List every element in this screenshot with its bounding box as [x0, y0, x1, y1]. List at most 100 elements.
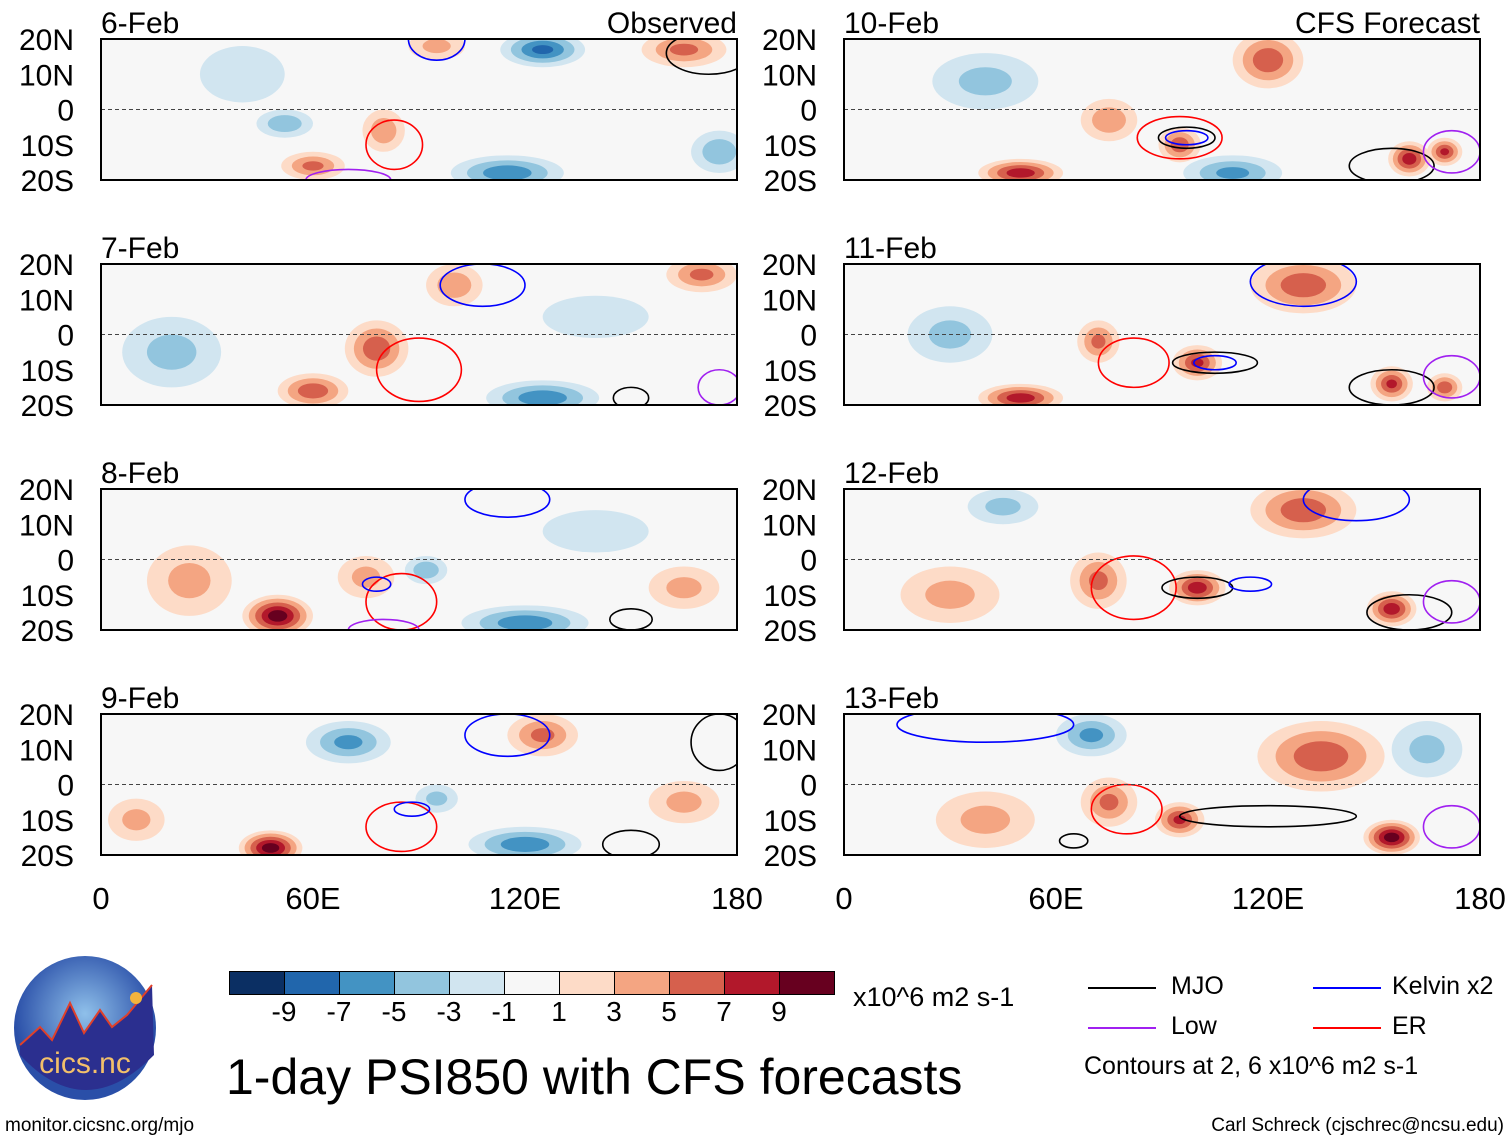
panel-frame: [843, 263, 1481, 406]
lat-tick-label: 20N: [19, 24, 74, 57]
contour-kelvin: [464, 714, 551, 758]
psi-anomaly-blob: [168, 563, 211, 599]
psi-anomaly-blob: [1092, 107, 1126, 133]
lat-tick-label: 0: [57, 95, 74, 128]
colorbar-swatch: [670, 972, 725, 994]
psi-anomaly-blob: [334, 735, 363, 750]
lat-tick-label: 20S: [21, 390, 74, 423]
footer-url[interactable]: monitor.cicsnc.org/mjo: [5, 1115, 195, 1136]
lat-tick-label: 0: [800, 545, 817, 578]
legend-line-mjo: [1088, 987, 1156, 989]
lat-tick-label: 0: [800, 320, 817, 353]
figure-title: 1-day PSI850 with CFS forecasts: [226, 1049, 963, 1105]
psi-anomaly-blob: [267, 115, 302, 133]
panel-frame: [100, 38, 738, 181]
colorbar-tick-label: 9: [771, 996, 787, 1027]
psi-anomaly-blob: [1437, 381, 1453, 394]
colorbar-tick-label: -5: [381, 996, 407, 1027]
psi-anomaly-blob: [497, 615, 553, 630]
colorbar-swatch: [230, 972, 285, 994]
colorbar-tick-label: 7: [716, 996, 732, 1027]
colorbar: [229, 971, 835, 995]
lat-tick-label: 0: [800, 770, 817, 803]
lat-tick-label: 10S: [764, 580, 817, 613]
psi-anomaly-blob: [1006, 168, 1035, 178]
column-title: Observed: [607, 7, 737, 40]
contour-kelvin: [407, 39, 466, 61]
psi-anomaly-blob: [1383, 602, 1400, 615]
lat-tick-label: 10S: [764, 355, 817, 388]
contour-kelvin: [896, 714, 1075, 743]
contour-er: [1136, 115, 1223, 160]
psi-anomaly-blob: [413, 561, 439, 579]
psi-anomaly-blob: [1409, 735, 1445, 764]
lat-tick-label: 20S: [21, 615, 74, 648]
psi-anomaly-blob: [542, 510, 649, 553]
panel-date: 9-Feb: [101, 682, 179, 715]
contour-kelvin: [1302, 489, 1411, 522]
colorbar-tick-label: 1: [551, 996, 567, 1027]
psi-anomaly-blob: [500, 836, 550, 852]
lon-tick-label: 60E: [285, 881, 340, 916]
contour-kelvin: [439, 264, 526, 308]
colorbar-tick-label: 3: [606, 996, 622, 1027]
lat-tick-label: 0: [57, 545, 74, 578]
lat-tick-label: 20S: [764, 165, 817, 198]
lat-tick-label: 20N: [19, 474, 74, 507]
lat-tick-label: 20N: [762, 474, 817, 507]
legend-line-kelvin: [1313, 987, 1381, 989]
lon-tick-label: 0: [835, 881, 852, 916]
legend-kelvin: Kelvin x2: [1392, 972, 1494, 1000]
panel-date: 12-Feb: [844, 457, 939, 490]
psi-anomaly-blob: [297, 383, 329, 399]
lat-tick-label: 10N: [19, 509, 74, 542]
lat-tick-label: 20S: [21, 840, 74, 873]
psi-anomaly-blob: [1079, 728, 1104, 743]
logo-text: cics.nc: [39, 1047, 131, 1080]
contour-mjo: [690, 714, 737, 772]
psi-anomaly-blob: [351, 566, 381, 588]
panel-frame: [100, 263, 738, 406]
lat-tick-label: 20N: [762, 249, 817, 282]
panel-date: 6-Feb: [101, 7, 179, 40]
lat-tick-label: 0: [800, 95, 817, 128]
lat-tick-label: 20N: [19, 699, 74, 732]
lat-tick-label: 0: [57, 320, 74, 353]
lat-tick-label: 10N: [19, 734, 74, 767]
contour-kelvin: [1193, 354, 1238, 371]
psi-anomaly-blob: [960, 805, 1011, 834]
psi-anomaly-blob: [530, 728, 555, 743]
legend-er: ER: [1392, 1012, 1427, 1040]
lat-tick-label: 10S: [764, 805, 817, 838]
contour-low: [697, 368, 737, 405]
lon-tick-label: 180: [711, 881, 763, 916]
colorbar-swatch: [505, 972, 560, 994]
psi-anomaly-blob: [1402, 152, 1417, 165]
contour-note: Contours at 2, 6 x10^6 m2 s-1: [1084, 1052, 1419, 1080]
psi-anomaly-blob: [1187, 581, 1207, 594]
contour-kelvin: [361, 576, 392, 593]
contour-er: [1097, 337, 1170, 389]
lon-tick-label: 120E: [489, 881, 561, 916]
lon-tick-label: 120E: [1232, 881, 1304, 916]
panel-frame: [843, 38, 1481, 181]
panel-date: 7-Feb: [101, 232, 179, 265]
contour-kelvin: [1249, 264, 1358, 308]
psi-anomaly-blob: [542, 295, 649, 339]
contour-mjo: [601, 829, 661, 855]
psi-anomaly-blob: [362, 336, 391, 361]
panel-date: 11-Feb: [844, 232, 937, 265]
legend-line-low: [1088, 1027, 1156, 1029]
lat-tick-label: 10N: [762, 734, 817, 767]
psi-anomaly-blob: [958, 67, 1012, 96]
lat-tick-label: 10S: [764, 130, 817, 163]
panel-date: 8-Feb: [101, 457, 179, 490]
psi-anomaly-blob: [122, 809, 151, 831]
psi-anomaly-blob: [689, 268, 714, 281]
colorbar-swatch: [615, 972, 670, 994]
